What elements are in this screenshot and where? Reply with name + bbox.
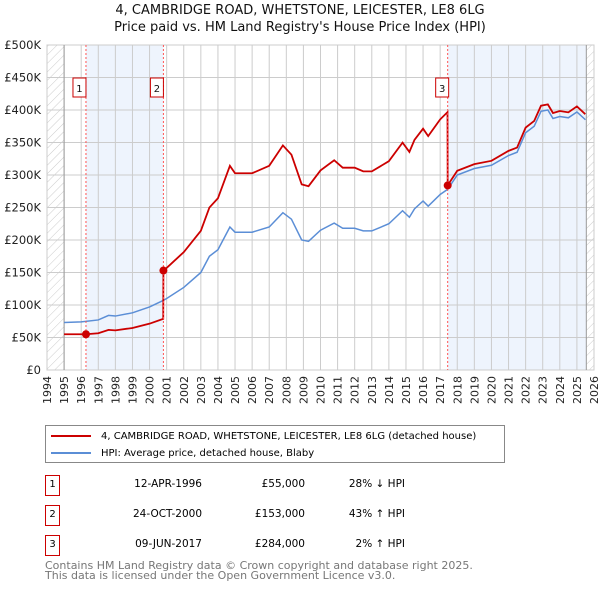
x-tick-label: 2010 [315,376,328,404]
sale-label-number: 3 [439,84,445,95]
sale-number-box: 3 [45,535,60,556]
sale-row: 1 12-APR-1996 £55,000 28% ↓ HPI [45,475,405,496]
x-tick-label: 2014 [383,376,396,404]
sale-label-box [149,77,164,98]
y-tick-label: £500K [4,38,41,52]
sale-number-box: 2 [45,505,60,526]
x-tick-label: 1995 [58,376,71,404]
sale-date: 24-OCT-2000 [133,508,202,520]
chart-title: 4, CAMBRIDGE ROAD, WHETSTONE, LEICESTER,… [115,3,485,18]
y-tick-label: £250K [4,201,41,215]
x-tick-label: 1998 [109,376,122,404]
sale-hpi-diff: 43% ↑ HPI [348,508,405,520]
sale-date: 12-APR-1996 [134,478,202,490]
legend-swatch-blue [51,452,91,454]
y-tick-label: £400K [4,103,41,117]
sale-price: £153,000 [254,508,305,520]
x-tick-label: 2005 [229,376,242,404]
hpi-line [64,109,586,324]
y-tick-label: £350K [4,136,41,150]
sale-price: £284,000 [254,538,305,550]
x-tick-label: 2025 [571,376,584,404]
x-tick-label: 2024 [554,376,567,404]
y-tick-label: £200K [4,233,41,247]
sale-row: 3 09-JUN-2017 £284,000 2% ↑ HPI [45,535,405,556]
sale-price: £55,000 [261,478,305,490]
sale-label-box [435,77,450,98]
x-tick-label: 1997 [92,376,105,404]
sale-point [81,330,90,339]
footer-line: This data is licensed under the Open Gov… [45,569,396,582]
sale-label-box [72,77,87,98]
x-tick-label: 2026 [588,376,600,404]
x-tick-label: 2015 [400,376,413,404]
sale-number-box: 1 [45,475,60,496]
sale-row: 2 24-OCT-2000 £153,000 43% ↑ HPI [45,505,405,526]
x-tick-label: 2004 [212,376,225,404]
x-tick-label: 2019 [468,376,481,404]
y-tick-label: £0 [26,363,41,377]
y-tick-label: £450K [4,71,41,85]
x-tick-label: 2012 [349,376,362,404]
sale-point [443,181,452,190]
x-tick-label: 2007 [263,376,276,404]
legend-swatch-red [51,435,91,437]
sale-label-number: 1 [76,84,82,95]
legend-label: HPI: Average price, detached house, Blab… [101,447,315,459]
sale-hpi-diff: 28% ↓ HPI [348,478,405,490]
chart-subtitle: Price paid vs. HM Land Registry's House … [114,20,486,35]
legend-label: 4, CAMBRIDGE ROAD, WHETSTONE, LEICESTER,… [101,430,477,442]
x-tick-label: 2021 [503,376,516,404]
sale-label-number: 2 [154,84,160,95]
x-tick-label: 2000 [144,376,157,404]
sale-date: 09-JUN-2017 [135,538,202,550]
x-tick-label: 2022 [520,376,533,404]
x-tick-label: 2020 [485,376,498,404]
x-tick-label: 2011 [332,376,345,404]
sale-hpi-diff: 2% ↑ HPI [355,538,405,550]
x-tick-label: 1999 [126,376,139,404]
footer-line: Contains HM Land Registry data © Crown c… [45,559,473,572]
x-tick-label: 2006 [246,376,259,404]
legend: 4, CAMBRIDGE ROAD, WHETSTONE, LEICESTER,… [45,425,505,463]
x-tick-label: 2009 [297,376,310,404]
x-tick-label: 1996 [75,376,88,404]
x-tick-label: 2002 [178,376,191,404]
y-tick-label: £100K [4,298,41,312]
x-tick-label: 2013 [366,376,379,404]
x-tick-label: 2003 [195,376,208,404]
x-tick-label: 2017 [434,376,447,404]
x-tick-label: 1994 [41,376,54,404]
sale-point [159,266,168,275]
legend-item-hpi: HPI: Average price, detached house, Blab… [51,445,314,461]
legend-item-property: 4, CAMBRIDGE ROAD, WHETSTONE, LEICESTER,… [51,428,476,444]
y-tick-label: £300K [4,168,41,182]
x-tick-label: 2008 [280,376,293,404]
x-tick-label: 2001 [161,376,174,404]
plot-area: 1994 1995 1996 1997 1998 1999 2000 2001 2002 2003… [4,38,600,404]
footer: Contains HM Land Registry data © Crown c… [45,559,473,582]
y-tick-label: £50K [12,331,42,345]
y-tick-label: £150K [4,266,41,280]
x-tick-label: 2023 [537,376,550,404]
x-tick-label: 2016 [417,376,430,404]
x-tick-label: 2018 [451,376,464,404]
